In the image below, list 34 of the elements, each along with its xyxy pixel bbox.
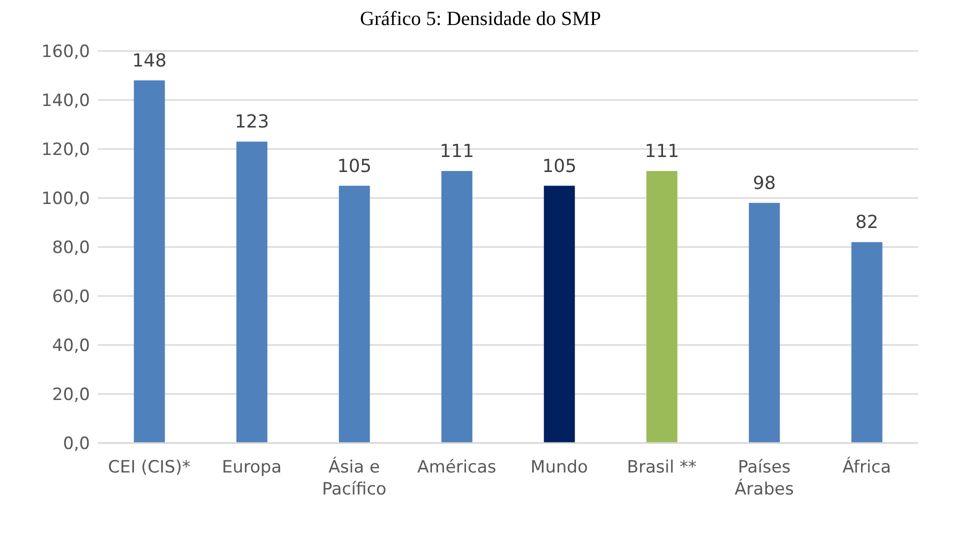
bar (338, 186, 370, 443)
y-tick-label: 80,0 (52, 238, 90, 258)
bar (441, 171, 472, 443)
data-label: 111 (644, 141, 680, 162)
y-tick-label: 20,0 (52, 385, 90, 406)
bar (748, 202, 780, 443)
bar (544, 186, 575, 443)
x-tick-label: Países Árabes (734, 457, 794, 500)
data-label: 98 (752, 172, 776, 194)
chart-title: Gráfico 5: Densidade do SMP (358, 8, 602, 31)
x-tick-label: CEI (CIS)* (108, 457, 190, 478)
bar (646, 171, 678, 443)
data-label: 82 (855, 212, 878, 234)
bar (851, 242, 882, 443)
x-tick-label: Ásia e Pacífico (322, 456, 386, 500)
y-tick-label: 120,0 (41, 140, 90, 160)
bar (134, 80, 165, 443)
data-label: 111 (440, 141, 474, 162)
data-label: 105 (542, 156, 577, 177)
x-tick-label: Américas (417, 457, 496, 478)
y-tick-label: 100,0 (41, 189, 90, 210)
x-tick-label: Brasil ** (626, 457, 697, 478)
y-tick-label: 160,0 (41, 42, 90, 62)
x-tick-label: África (842, 456, 891, 478)
y-tick-label: 60,0 (52, 287, 90, 308)
y-tick-label: 40,0 (52, 336, 90, 356)
data-label: 105 (337, 156, 372, 177)
y-tick-label: 0,0 (62, 434, 90, 454)
y-tick-label: 140,0 (41, 91, 90, 112)
data-label: 123 (234, 112, 270, 133)
bar (236, 142, 268, 443)
data-label: 148 (132, 50, 167, 72)
x-tick-label: Europa (222, 457, 282, 478)
x-tick-label: Mundo (530, 457, 588, 478)
